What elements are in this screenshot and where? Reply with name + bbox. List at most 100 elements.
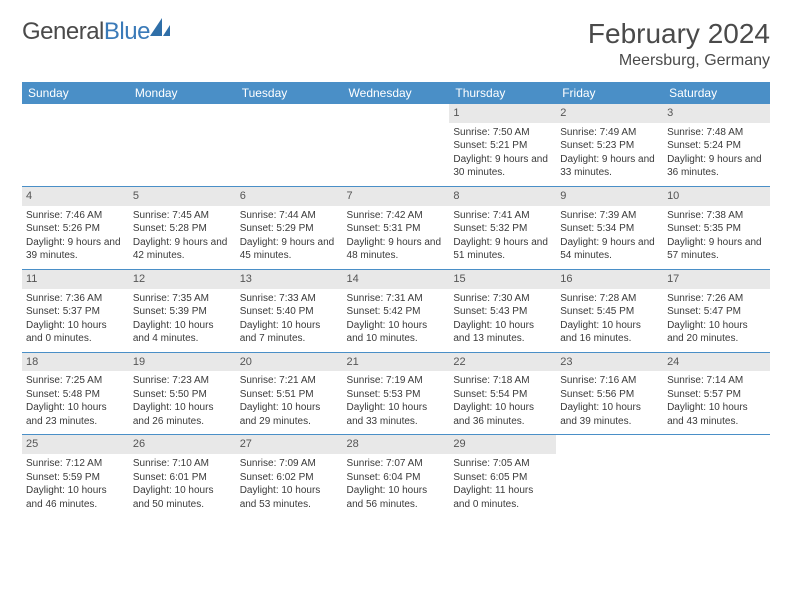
day-info: Sunrise: 7:18 AMSunset: 5:54 PMDaylight:… [453,374,552,428]
calendar-day-cell: 15 Sunrise: 7:30 AMSunset: 5:43 PMDayligh… [449,269,556,352]
day-info: Sunrise: 7:31 AMSunset: 5:42 PMDaylight:… [347,292,446,346]
day-info: Sunrise: 7:25 AMSunset: 5:48 PMDaylight:… [26,374,125,428]
calendar-day-cell [22,104,129,186]
month-title: February 2024 [588,18,770,50]
day-number: 2 [556,104,663,123]
day-number: 20 [236,353,343,372]
daylight-line: Daylight: 10 hours and 50 minutes. [133,484,232,511]
calendar-day-cell: 1Sunrise: 7:50 AMSunset: 5:21 PMDaylight… [449,104,556,186]
day-number: 10 [663,187,770,206]
calendar-day-cell: 13 Sunrise: 7:33 AMSunset: 5:40 PMDayligh… [236,269,343,352]
day-number: 7 [343,187,450,206]
calendar-week-row: 4Sunrise: 7:46 AMSunset: 5:26 PMDaylight… [22,186,770,269]
sunrise-line: Sunrise: 7:10 AM [133,457,232,471]
calendar-day-cell [129,104,236,186]
daylight-line: Daylight: 10 hours and 0 minutes. [26,319,125,346]
day-info: Sunrise: 7:41 AMSunset: 5:32 PMDaylight:… [453,209,552,263]
sunrise-line: Sunrise: 7:50 AM [453,126,552,140]
sunrise-line: Sunrise: 7:35 AM [133,292,232,306]
calendar-day-cell [663,435,770,517]
day-number: 27 [236,435,343,454]
daylight-line: Daylight: 10 hours and 16 minutes. [560,319,659,346]
day-number: 28 [343,435,450,454]
sunset-line: Sunset: 5:43 PM [453,305,552,319]
calendar-week-row: 1Sunrise: 7:50 AMSunset: 5:21 PMDaylight… [22,104,770,186]
day-info: Sunrise: 7:14 AMSunset: 5:57 PMDaylight:… [667,374,766,428]
calendar-day-cell: 22Sunrise: 7:18 AMSunset: 5:54 PMDayligh… [449,352,556,435]
day-info: Sunrise: 7:26 AMSunset: 5:47 PMDaylight:… [667,292,766,346]
sunset-line: Sunset: 5:35 PM [667,222,766,236]
sunset-line: Sunset: 5:56 PM [560,388,659,402]
day-number: 13 [236,270,343,289]
day-number: 15 [449,270,556,289]
calendar-day-cell: 10 Sunrise: 7:38 AMSunset: 5:35 PMDayligh… [663,186,770,269]
sunrise-line: Sunrise: 7:07 AM [347,457,446,471]
sunrise-line: Sunrise: 7:23 AM [133,374,232,388]
calendar-day-cell: 26 Sunrise: 7:10 AMSunset: 6:01 PMDayligh… [129,435,236,517]
calendar-header-row: SundayMondayTuesdayWednesdayThursdayFrid… [22,82,770,104]
brand-name-a: General [22,18,104,45]
sunset-line: Sunset: 5:59 PM [26,471,125,485]
sunrise-line: Sunrise: 7:18 AM [453,374,552,388]
daylight-line: Daylight: 9 hours and 33 minutes. [560,153,659,180]
calendar-day-cell: 29Sunrise: 7:05 AMSunset: 6:05 PMDayligh… [449,435,556,517]
day-number: 16 [556,270,663,289]
day-number: 18 [22,353,129,372]
day-info: Sunrise: 7:28 AMSunset: 5:45 PMDaylight:… [560,292,659,346]
calendar-day-cell: 3Sunrise: 7:48 AMSunset: 5:24 PMDaylight… [663,104,770,186]
sunset-line: Sunset: 5:50 PM [133,388,232,402]
sunrise-line: Sunrise: 7:19 AM [347,374,446,388]
sunrise-line: Sunrise: 7:26 AM [667,292,766,306]
calendar-day-cell: 18 Sunrise: 7:25 AMSunset: 5:48 PMDayligh… [22,352,129,435]
day-info: Sunrise: 7:36 AMSunset: 5:37 PMDaylight:… [26,292,125,346]
day-info: Sunrise: 7:12 AMSunset: 5:59 PMDaylight:… [26,457,125,511]
daylight-line: Daylight: 11 hours and 0 minutes. [453,484,552,511]
calendar-day-cell: 19Sunrise: 7:23 AMSunset: 5:50 PMDayligh… [129,352,236,435]
day-number: 19 [129,353,236,372]
day-info: Sunrise: 7:50 AMSunset: 5:21 PMDaylight:… [453,126,552,180]
daylight-line: Daylight: 10 hours and 43 minutes. [667,401,766,428]
sunrise-line: Sunrise: 7:38 AM [667,209,766,223]
sunrise-line: Sunrise: 7:14 AM [667,374,766,388]
day-info: Sunrise: 7:10 AMSunset: 6:01 PMDaylight:… [133,457,232,511]
day-info: Sunrise: 7:21 AMSunset: 5:51 PMDaylight:… [240,374,339,428]
sunset-line: Sunset: 5:39 PM [133,305,232,319]
day-info: Sunrise: 7:09 AMSunset: 6:02 PMDaylight:… [240,457,339,511]
day-info: Sunrise: 7:33 AMSunset: 5:40 PMDaylight:… [240,292,339,346]
daylight-line: Daylight: 9 hours and 48 minutes. [347,236,446,263]
brand-sail-icon [148,16,172,43]
day-info: Sunrise: 7:16 AMSunset: 5:56 PMDaylight:… [560,374,659,428]
day-info: Sunrise: 7:38 AMSunset: 5:35 PMDaylight:… [667,209,766,263]
title-block: February 2024 Meersburg, Germany [588,18,770,70]
sunset-line: Sunset: 5:26 PM [26,222,125,236]
calendar-day-cell: 7 Sunrise: 7:42 AMSunset: 5:31 PMDaylight… [343,186,450,269]
sunset-line: Sunset: 5:23 PM [560,139,659,153]
sunset-line: Sunset: 5:21 PM [453,139,552,153]
sunrise-line: Sunrise: 7:09 AM [240,457,339,471]
calendar-day-cell: 20 Sunrise: 7:21 AMSunset: 5:51 PMDayligh… [236,352,343,435]
daylight-line: Daylight: 10 hours and 10 minutes. [347,319,446,346]
day-info: Sunrise: 7:30 AMSunset: 5:43 PMDaylight:… [453,292,552,346]
calendar-day-cell: 5Sunrise: 7:45 AMSunset: 5:28 PMDaylight… [129,186,236,269]
sunset-line: Sunset: 5:34 PM [560,222,659,236]
sunset-line: Sunset: 5:28 PM [133,222,232,236]
sunset-line: Sunset: 5:48 PM [26,388,125,402]
sunset-line: Sunset: 6:04 PM [347,471,446,485]
day-number: 5 [129,187,236,206]
sunrise-line: Sunrise: 7:21 AM [240,374,339,388]
sunset-line: Sunset: 5:45 PM [560,305,659,319]
day-number: 6 [236,187,343,206]
daylight-line: Daylight: 10 hours and 56 minutes. [347,484,446,511]
calendar-day-cell: 12Sunrise: 7:35 AMSunset: 5:39 PMDayligh… [129,269,236,352]
day-info: Sunrise: 7:49 AMSunset: 5:23 PMDaylight:… [560,126,659,180]
sunrise-line: Sunrise: 7:05 AM [453,457,552,471]
day-info: Sunrise: 7:42 AMSunset: 5:31 PMDaylight:… [347,209,446,263]
day-number: 26 [129,435,236,454]
daylight-line: Daylight: 10 hours and 29 minutes. [240,401,339,428]
calendar-week-row: 25Sunrise: 7:12 AMSunset: 5:59 PMDayligh… [22,435,770,517]
daylight-line: Daylight: 9 hours and 36 minutes. [667,153,766,180]
sunrise-line: Sunrise: 7:25 AM [26,374,125,388]
sunrise-line: Sunrise: 7:36 AM [26,292,125,306]
daylight-line: Daylight: 9 hours and 39 minutes. [26,236,125,263]
weekday-header: Monday [129,82,236,104]
